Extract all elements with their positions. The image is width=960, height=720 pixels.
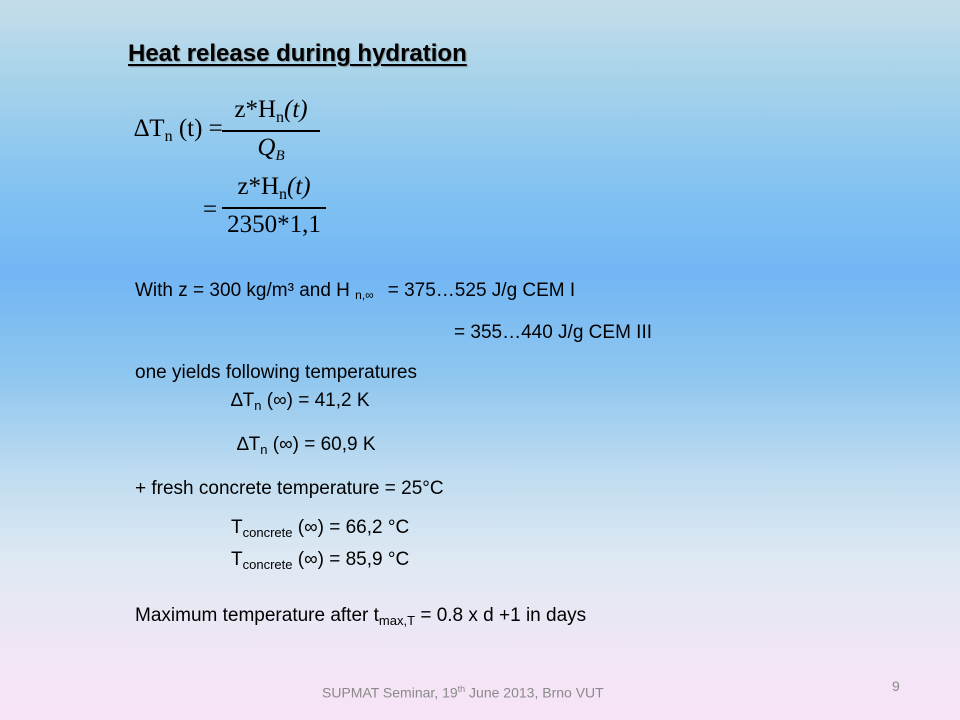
equation-equals-2: = — [203, 196, 218, 223]
equation-lhs: ∆Tn (t) = — [134, 115, 223, 145]
slide-title: Heat release during hydration — [128, 40, 467, 67]
t-concrete-1: Tconcrete (∞) = 66,2 °C — [231, 517, 410, 540]
line-fresh-concrete: + fresh concrete temperature = 25°C — [135, 478, 444, 499]
delta-t-2: ∆Tn (∞) = 60,9 K — [237, 434, 376, 457]
fraction2-denominator: 2350*1,1 — [227, 211, 321, 238]
fraction2-numerator: z*Hn(t) — [237, 173, 311, 203]
fraction1-bar — [222, 130, 320, 132]
t-concrete-2: Tconcrete (∞) = 85,9 °C — [231, 549, 410, 572]
line-yields: one yields following temperatures — [135, 362, 417, 383]
page-number: 9 — [892, 678, 900, 694]
line-cem-iii: = 355…440 J/g CEM III — [454, 322, 653, 343]
delta-t-1: ∆Tn (∞) = 41,2 K — [231, 390, 370, 413]
line-z-and-h: With z = 300 kg/m³ and H n,∞ = 375…525 J/… — [135, 280, 576, 302]
fraction1-denominator: QB — [257, 134, 285, 164]
footer-text: SUPMAT Seminar, 19th June 2013, Brno VUT — [322, 684, 604, 701]
line-max-temperature: Maximum temperature after tmax,T = 0.8 x… — [135, 605, 587, 628]
fraction2-bar — [222, 207, 326, 209]
fraction1-numerator: z*Hn(t) — [234, 96, 308, 126]
